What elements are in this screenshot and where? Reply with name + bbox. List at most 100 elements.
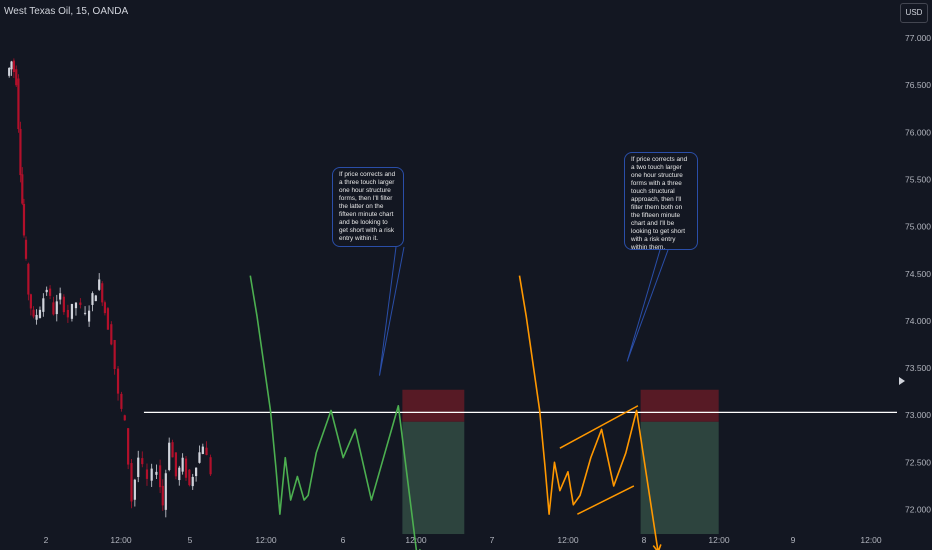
x-tick-label-6: 12:00 bbox=[405, 535, 427, 545]
callout-note-1: If price corrects and a three touch larg… bbox=[332, 167, 404, 247]
candle-body-58 bbox=[195, 467, 198, 477]
y-tick-label-7: 74.000 bbox=[905, 316, 931, 326]
y-tick-label-5: 75.000 bbox=[905, 222, 931, 232]
candle-body-24 bbox=[74, 302, 78, 309]
current-price-marker bbox=[899, 377, 905, 385]
callout-note-2-text: If price corrects and a two touch larger… bbox=[631, 156, 688, 251]
candle-body-35 bbox=[113, 340, 116, 370]
candle-body-62 bbox=[209, 457, 212, 475]
candle-body-29 bbox=[94, 295, 97, 302]
take-profit-zone-2 bbox=[640, 421, 719, 535]
symbol-title: West Texas Oil, 15, OANDA bbox=[4, 6, 129, 17]
y-tick-label-4: 75.500 bbox=[905, 174, 931, 184]
candle-body-11 bbox=[29, 294, 32, 309]
candle-body-5 bbox=[17, 78, 20, 130]
candle-body-50 bbox=[168, 442, 171, 470]
y-tick-label-8: 73.500 bbox=[905, 363, 931, 373]
candle-body-27 bbox=[87, 310, 91, 322]
candle-body-60 bbox=[201, 446, 204, 454]
x-tick-label-1: 2 bbox=[44, 535, 49, 545]
candle-body-32 bbox=[103, 302, 107, 314]
stop-loss-zone-2 bbox=[640, 389, 719, 422]
candle-body-17 bbox=[48, 288, 52, 296]
candle-body-56 bbox=[188, 469, 191, 486]
candle-body-16 bbox=[45, 289, 48, 293]
candle-body-19 bbox=[55, 301, 58, 315]
candle-body-15 bbox=[42, 298, 45, 312]
candle-body-37 bbox=[120, 393, 123, 409]
x-tick-label-4: 12:00 bbox=[255, 535, 277, 545]
candle-body-13 bbox=[35, 314, 38, 320]
candle-body-6 bbox=[19, 128, 22, 176]
stop-loss-zone-1 bbox=[402, 389, 465, 422]
y-tick-label-3: 76.000 bbox=[905, 127, 931, 137]
candle-body-3 bbox=[12, 60, 15, 73]
x-tick-label-10: 12:00 bbox=[708, 535, 730, 545]
candle-body-4 bbox=[15, 69, 18, 86]
candle-body-54 bbox=[181, 457, 184, 472]
candle-body-57 bbox=[191, 476, 194, 487]
candle-body-61 bbox=[205, 447, 208, 456]
candle-body-40 bbox=[130, 463, 133, 502]
projection-path-1 bbox=[249, 275, 418, 550]
candle-body-10 bbox=[27, 263, 30, 295]
candle-body-51 bbox=[171, 442, 174, 458]
x-tick-label-7: 7 bbox=[490, 535, 495, 545]
candle-body-28 bbox=[91, 293, 94, 305]
candle-body-31 bbox=[101, 283, 104, 303]
candle-body-45 bbox=[150, 468, 153, 481]
candle-body-9 bbox=[24, 239, 28, 259]
candle-body-33 bbox=[106, 308, 110, 330]
candle-body-7 bbox=[21, 174, 24, 204]
y-tick-label-9: 73.000 bbox=[905, 410, 931, 420]
channel-line-2 bbox=[577, 485, 635, 515]
candle-body-41 bbox=[133, 479, 136, 500]
plot-area[interactable] bbox=[8, 58, 897, 550]
x-tick-label-12: 12:00 bbox=[860, 535, 882, 545]
candle-body-49 bbox=[164, 473, 167, 510]
candle-body-47 bbox=[158, 465, 162, 488]
candle-body-48 bbox=[161, 485, 164, 506]
candle-body-44 bbox=[145, 469, 149, 479]
candle-body-39 bbox=[127, 428, 130, 465]
callout-pointer-1 bbox=[379, 246, 405, 376]
candle-body-30 bbox=[98, 279, 101, 290]
candle-body-21 bbox=[62, 296, 65, 313]
x-tick-label-5: 6 bbox=[341, 535, 346, 545]
x-tick-label-2: 12:00 bbox=[110, 535, 132, 545]
candle-body-55 bbox=[184, 458, 188, 478]
projection-path-2 bbox=[518, 275, 659, 550]
x-tick-label-3: 5 bbox=[188, 535, 193, 545]
callout-note-2: If price corrects and a two touch larger… bbox=[624, 152, 698, 251]
candle-body-36 bbox=[116, 368, 120, 394]
candle-body-34 bbox=[110, 324, 113, 345]
candle-body-12 bbox=[32, 309, 35, 317]
candle-body-2 bbox=[10, 61, 13, 70]
callout-pointer-2 bbox=[626, 249, 669, 362]
candle-body-59 bbox=[198, 452, 201, 463]
x-tick-label-8: 12:00 bbox=[557, 535, 579, 545]
candle-body-43 bbox=[141, 458, 144, 465]
y-tick-label-1: 77.000 bbox=[905, 33, 931, 43]
x-tick-label-11: 9 bbox=[791, 535, 796, 545]
candle-body-46 bbox=[155, 471, 158, 475]
candle-body-42 bbox=[137, 457, 140, 478]
projection-arrowhead-2 bbox=[652, 544, 662, 550]
candle-body-25 bbox=[79, 302, 82, 305]
y-tick-label-10: 72.500 bbox=[905, 457, 931, 467]
candle-body-53 bbox=[178, 467, 181, 481]
y-tick-label-6: 74.500 bbox=[905, 269, 931, 279]
candle-body-23 bbox=[70, 303, 74, 319]
x-tick-label-9: 8 bbox=[642, 535, 647, 545]
callout-note-1-text: If price corrects and a three touch larg… bbox=[339, 171, 396, 242]
y-tick-label-11: 72.000 bbox=[905, 505, 931, 515]
candle-body-1 bbox=[8, 67, 11, 76]
y-tick-label-2: 76.500 bbox=[905, 80, 931, 90]
candle-body-8 bbox=[22, 203, 26, 236]
candle-body-22 bbox=[66, 309, 69, 318]
candle-body-14 bbox=[38, 309, 42, 318]
currency-button[interactable]: USD bbox=[900, 3, 928, 23]
candle-body-26 bbox=[83, 312, 87, 314]
candle-body-20 bbox=[59, 293, 62, 300]
